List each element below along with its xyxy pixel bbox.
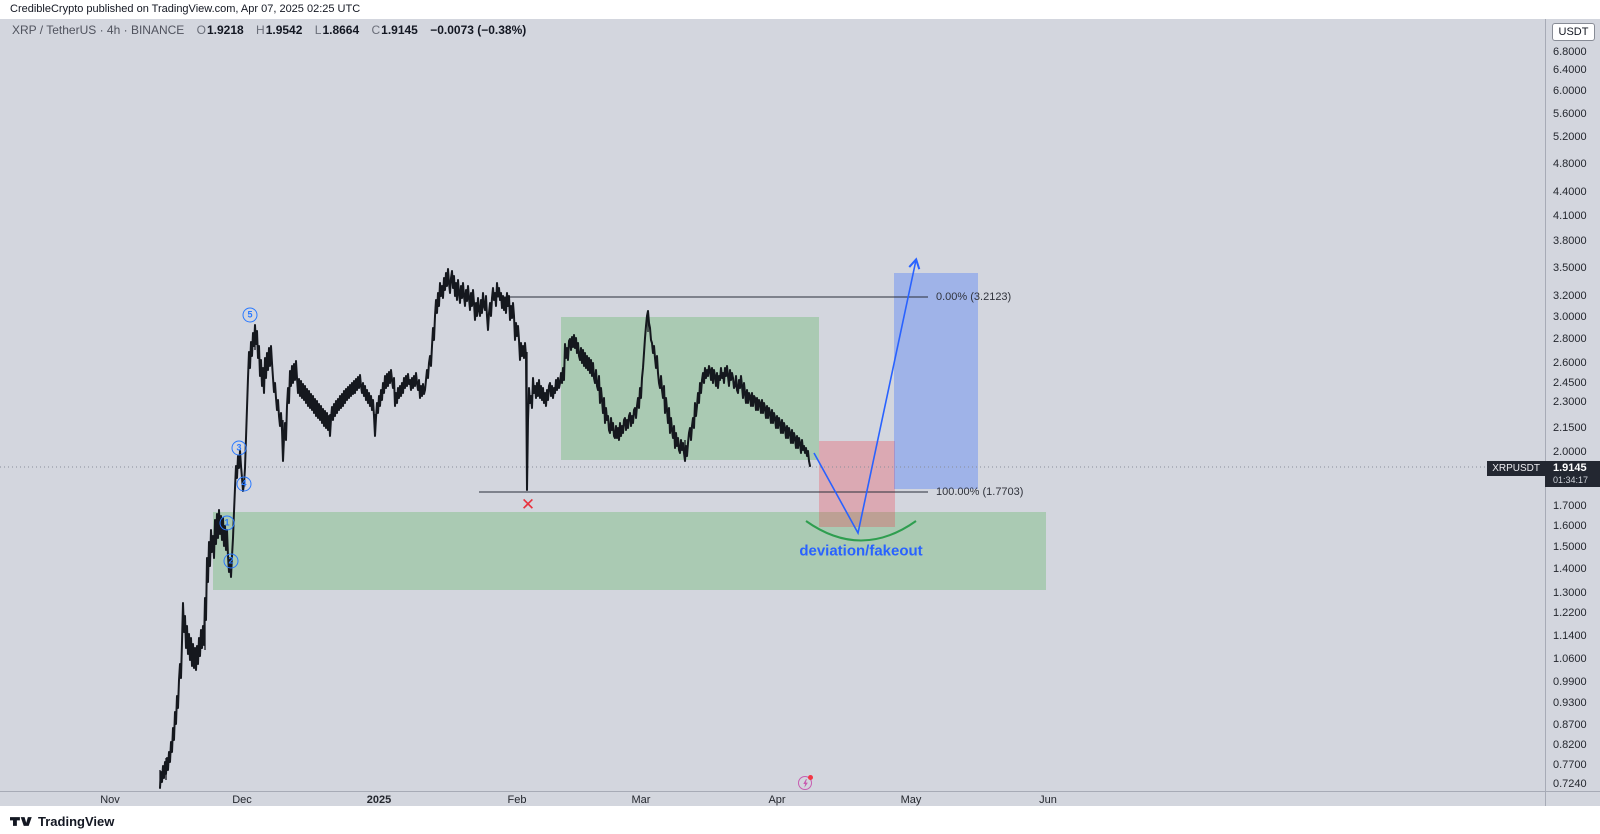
footer: TradingView xyxy=(0,806,1600,834)
time-axis-label: Feb xyxy=(507,794,527,806)
price-axis-label: 2.6000 xyxy=(1553,357,1587,369)
support-zone-lower[interactable] xyxy=(213,512,1046,590)
time-axis-label: Apr xyxy=(768,794,786,806)
invalidation-cross-icon[interactable]: ✕ xyxy=(520,495,536,514)
ohlc-high: H1.9542 xyxy=(256,23,303,37)
price-axis-label: 5.6000 xyxy=(1553,108,1587,120)
symbol-title[interactable]: XRP / TetherUS · 4h · BINANCE xyxy=(12,23,185,37)
price-axis-label: 4.1000 xyxy=(1553,210,1587,222)
price-axis-label: 0.9300 xyxy=(1553,697,1587,709)
usdt-currency-button[interactable]: USDT xyxy=(1552,23,1595,41)
price-axis-label: 4.8000 xyxy=(1553,158,1587,170)
price-axis-label: 1.6000 xyxy=(1553,520,1587,532)
time-axis-label: Nov xyxy=(100,794,120,806)
projection-arrow[interactable] xyxy=(813,257,921,536)
price-axis-label: 4.4000 xyxy=(1553,186,1587,198)
wave-label-4[interactable]: 4 xyxy=(236,476,252,492)
ohlc-open: O1.9218 xyxy=(196,23,244,37)
price-axis-label: 1.4000 xyxy=(1553,563,1587,575)
wave-label-5[interactable]: 5 xyxy=(242,307,258,323)
price-axis-label: 1.0600 xyxy=(1553,653,1587,665)
deviation-arc[interactable] xyxy=(805,520,917,542)
price-series xyxy=(159,268,811,789)
price-axis-separator xyxy=(1545,19,1546,806)
price-axis-label: 2.3000 xyxy=(1553,396,1587,408)
wave-label-3[interactable]: 3 xyxy=(231,440,247,456)
level-lines[interactable] xyxy=(0,296,1545,493)
tradingview-logo-icon xyxy=(10,817,32,826)
price-polyline xyxy=(159,268,811,789)
tradingview-logo[interactable]: TradingView xyxy=(10,814,114,829)
price-axis-label: 6.0000 xyxy=(1553,85,1587,97)
ohlc-close: C1.9145 xyxy=(371,23,418,37)
time-axis-label: Dec xyxy=(232,794,252,806)
target-zone[interactable] xyxy=(894,273,978,489)
price-axis-label: 1.2200 xyxy=(1553,607,1587,619)
price-axis-label: 2.4500 xyxy=(1553,377,1587,389)
price-axis-label: 1.5000 xyxy=(1553,541,1587,553)
time-axis-label: May xyxy=(900,794,922,806)
price-axis-label: 2.1500 xyxy=(1553,422,1587,434)
symbol-header: XRP / TetherUS · 4h · BINANCE O1.9218 H1… xyxy=(12,23,526,37)
drawing-zones[interactable] xyxy=(213,273,1046,590)
price-axis-label: 0.8700 xyxy=(1553,719,1587,731)
drawing-annotations[interactable] xyxy=(805,257,921,542)
price-axis-label: 2.0000 xyxy=(1553,446,1587,458)
time-axis-label: 2025 xyxy=(366,794,392,806)
time-axis-label: Mar xyxy=(631,794,651,806)
chart-canvas[interactable] xyxy=(0,19,1600,806)
time-axis-label: Jun xyxy=(1039,794,1057,806)
wave-label-2[interactable]: 2 xyxy=(223,553,239,569)
economic-event-icon[interactable] xyxy=(798,775,813,790)
symbol-price-badge: XRPUSDT xyxy=(1487,461,1545,476)
deviation-fakeout-label[interactable]: deviation/fakeout xyxy=(799,542,923,560)
attribution-bar: CredibleCrypto published on TradingView.… xyxy=(10,3,361,15)
price-axis-label: 1.3000 xyxy=(1553,587,1587,599)
wave-label-1[interactable]: 1 xyxy=(219,515,235,531)
price-axis-label: 3.5000 xyxy=(1553,262,1587,274)
change-value: −0.0073 (−0.38%) xyxy=(430,23,527,37)
price-axis-label: 0.8200 xyxy=(1553,739,1587,751)
price-axis-label: 0.7700 xyxy=(1553,759,1587,771)
price-axis-label: 3.8000 xyxy=(1553,235,1587,247)
price-axis-label: 3.0000 xyxy=(1553,311,1587,323)
fib-level-label-1: 100.00% (1.7703) xyxy=(936,486,1024,498)
ohlc-low: L1.8664 xyxy=(314,23,360,37)
price-axis-label: 6.4000 xyxy=(1553,64,1587,76)
price-axis-label: 3.2000 xyxy=(1553,290,1587,302)
price-axis-label: 5.2000 xyxy=(1553,131,1587,143)
price-axis-label: 6.8000 xyxy=(1553,46,1587,58)
price-axis-label: 0.7240 xyxy=(1553,778,1587,790)
notification-dot xyxy=(808,775,813,780)
tradingview-logo-text: TradingView xyxy=(38,814,115,829)
price-axis-label: 1.1400 xyxy=(1553,630,1587,642)
lightning-icon xyxy=(802,778,808,788)
price-axis-label: 1.7000 xyxy=(1553,500,1587,512)
price-axis-label: 2.8000 xyxy=(1553,333,1587,345)
countdown-timer: 01:34:17 xyxy=(1553,475,1589,485)
price-axis-label: 0.9900 xyxy=(1553,676,1587,688)
last-price: 1.9145 xyxy=(1553,462,1587,474)
time-axis-separator xyxy=(0,791,1600,792)
chart-area[interactable]: XRP / TetherUS · 4h · BINANCE O1.9218 H1… xyxy=(0,19,1600,806)
fib-level-label-0: 0.00% (3.2123) xyxy=(936,291,1012,303)
last-price-box: 1.9145 01:34:17 xyxy=(1545,461,1600,487)
